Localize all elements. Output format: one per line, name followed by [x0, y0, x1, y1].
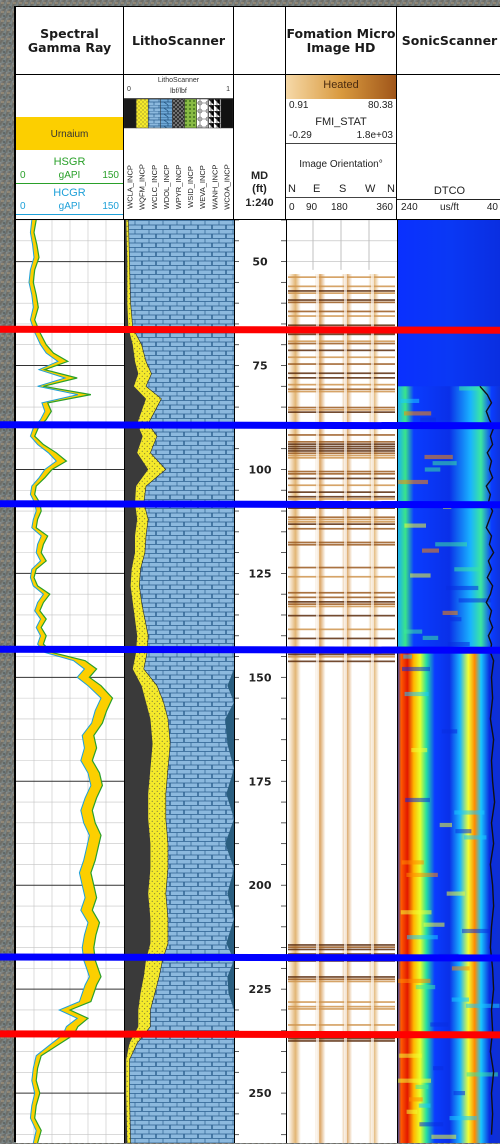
- depth-label-225: 225: [249, 983, 272, 996]
- marker-line-4: [0, 645, 500, 654]
- litho-track-header: LithoScanner 0 1 lbf/lbf WCLA_INCP WQFM_I…: [124, 75, 234, 220]
- clay-fill: [124, 220, 153, 1143]
- well-log-sheet: Spectral Gamma Ray LithoScanner Fomation …: [14, 6, 500, 1143]
- marker-line-3: [0, 500, 500, 509]
- hcgr-curve-name: HCGR: [53, 187, 86, 199]
- litho-track: [124, 220, 234, 1143]
- heated-label: Heated: [323, 79, 359, 91]
- litho-scale-min: 0: [127, 86, 131, 93]
- depth-label-250: 250: [249, 1087, 272, 1100]
- sonic-track: [397, 220, 500, 1143]
- tick-180: 180: [331, 202, 348, 213]
- depth-panel-title: [234, 7, 286, 75]
- fmi-title-line-1: Fomation Micro: [286, 25, 396, 41]
- log-tracks: 50 75 100 125 150 175 200 225 250: [16, 220, 500, 1143]
- sonic-panel-title: SonicScanner: [397, 7, 500, 75]
- dtco-min: 240: [401, 202, 418, 213]
- depth-unit: (ft): [252, 183, 267, 195]
- anhydrite-fill: [225, 220, 234, 1143]
- fmi-track-header: Heated 0.91 80.38 FMI_STAT -0.29 1.8e+03…: [286, 75, 397, 220]
- hcgr-scale-line: [16, 214, 123, 215]
- dir-e: E: [313, 183, 321, 195]
- litho-scale-unit: lbf/lbf: [170, 88, 187, 95]
- heated-max: 80.38: [367, 100, 393, 111]
- hsgr-unit: gAPI: [58, 170, 81, 181]
- depth-scale: 1:240: [245, 197, 274, 209]
- hsgr-max: 150: [102, 170, 119, 181]
- legend-label-wclc_incp: WCLC_INCP: [150, 165, 159, 209]
- gamma-panel-title: Spectral Gamma Ray: [16, 7, 124, 75]
- marker-line-2: [0, 421, 500, 430]
- tick-360: 360: [376, 202, 393, 213]
- dir-s: S: [339, 183, 347, 195]
- sonic-track-header: DTCO 240 us/ft 40: [397, 75, 500, 220]
- depth-label: MD: [250, 170, 269, 182]
- sonic-vdl-upper: [397, 220, 500, 387]
- heated-min: 0.91: [289, 100, 309, 111]
- legend-label-wpyr_incp: WPYR_INCP: [174, 165, 183, 210]
- gamma-track-header: Urnaium HSGR 0 gAPI 150 HCGR 0 gAPI 150: [16, 75, 124, 220]
- litho-panel-title: LithoScanner: [124, 7, 234, 75]
- fmi-stat-max: 1.8e+03: [356, 130, 393, 141]
- legend-label-wcoa_incp: WCOA_INCP: [222, 164, 231, 209]
- uranium-fill-label: Urnaium: [50, 129, 89, 140]
- fmi-track: [286, 220, 397, 1143]
- sonic-vdl-lower: [397, 652, 500, 1143]
- hcgr-curve: [28, 220, 102, 1143]
- uranium-fill-swatch: [16, 117, 123, 150]
- gamma-track: [16, 220, 124, 1143]
- dir-w: W: [365, 183, 376, 195]
- depth-label-75: 75: [252, 360, 267, 373]
- litho-scale-max: 1: [226, 86, 230, 93]
- dtco-curve: [479, 385, 496, 1135]
- sonic-vdl-middle: [397, 386, 500, 653]
- gamma-title-line-2: Gamma Ray: [27, 39, 112, 55]
- fmi-panel-title: Fomation Micro Image HD: [286, 7, 397, 75]
- hsgr-scale-line: [16, 183, 123, 184]
- hsgr-curve: [32, 220, 114, 1143]
- image-orientation-label: Image Orientation°: [299, 159, 383, 170]
- dtco-curve-name: DTCO: [433, 185, 466, 197]
- dtco-max: 40: [486, 202, 498, 213]
- marker-line-5: [0, 953, 500, 962]
- legend-label-wanh_incp: WANH_INCP: [210, 165, 219, 210]
- dtco-unit: us/ft: [440, 202, 459, 213]
- legend-label-weva_incp: WEVA_INCP: [198, 165, 207, 209]
- hcgr-max: 150: [102, 201, 119, 212]
- legend-label-wdol_incp: WDOL_INCP: [162, 165, 171, 210]
- legend-label-wsid_incp: WSID_INCP: [186, 166, 195, 208]
- depth-label-50: 50: [252, 256, 268, 269]
- gamma-title-line-1: Spectral: [40, 25, 99, 41]
- marker-line-1: [0, 325, 500, 334]
- depth-label-175: 175: [249, 775, 272, 788]
- hcgr-unit: gAPI: [58, 201, 81, 212]
- depth-label-150: 150: [249, 671, 272, 684]
- depth-track: 50 75 100 125 150 175 200 225 250: [234, 220, 286, 1143]
- litho-header-title: LithoScanner: [157, 77, 200, 84]
- legend-label-wcla_incp: WCLA_INCP: [126, 165, 135, 209]
- dir-n-left: N: [288, 183, 296, 195]
- tick-90: 90: [306, 202, 318, 213]
- fmi-title-line-2: Image HD: [306, 39, 376, 55]
- hcgr-min: 0: [20, 201, 26, 212]
- depth-track-header: MD (ft) 1:240: [234, 75, 286, 220]
- tick-0: 0: [289, 202, 295, 213]
- legend-label-wqfm_incp: WQFM_INCP: [138, 164, 147, 210]
- depth-label-100: 100: [249, 464, 272, 477]
- fmi-stat-min: -0.29: [289, 130, 312, 141]
- heated-colorbar: [286, 75, 396, 99]
- hsgr-min: 0: [20, 170, 26, 181]
- fmi-stat-name: FMI_STAT: [315, 116, 367, 128]
- uranium-fill: [29, 220, 113, 1143]
- hsgr-curve-name: HSGR: [53, 156, 86, 168]
- marker-line-6: [0, 1030, 500, 1039]
- depth-label-125: 125: [249, 567, 272, 580]
- depth-label-200: 200: [249, 879, 272, 892]
- dir-n-right: N: [387, 183, 395, 195]
- litho-legend: WCLA_INCP WQFM_INCP WCLC_INCP WDOL_INCP WPYR…: [124, 99, 233, 210]
